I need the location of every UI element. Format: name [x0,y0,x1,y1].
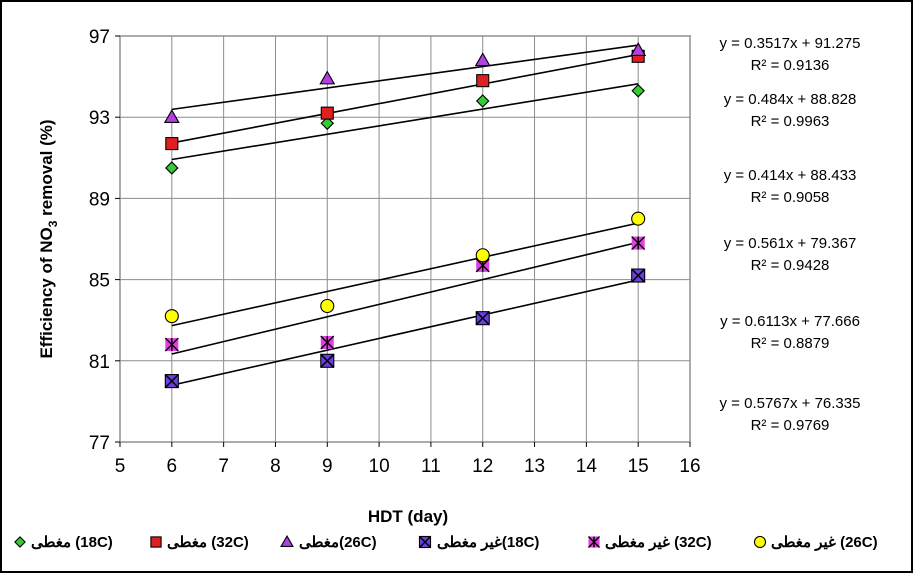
y-axis-ticks: 77 81 85 89 93 97 [89,27,120,454]
legend-item: غير مغطى(18C) [418,534,539,551]
trendlines [171,44,639,387]
marker-circle [320,298,335,314]
trendline [171,83,639,161]
legend-item: غير مغطى (26C) [753,534,878,551]
marker-square [165,137,179,151]
plot-area [119,35,691,443]
marker-x-square [164,374,179,389]
marker-square [150,536,162,548]
x-tick-label: 10 [369,456,390,477]
trendline [171,44,639,111]
marker-star-square [587,535,601,549]
legend-label: مغطى(26C) [299,534,377,551]
grid-lines [119,35,691,443]
trendline-r-squared: R² = 0.9769 [751,417,830,434]
legend-label: غير مغطى (26C) [771,534,878,551]
x-tick-label: 8 [270,456,281,477]
legend-item: مغطى (18C) [14,534,113,551]
trendline-equation: y = 0.6113x + 77.666 [720,313,860,330]
legend-item: غير مغطى (32C) [587,534,712,551]
y-tick-label: 93 [89,108,110,129]
trendline-r-squared: R² = 0.8879 [751,335,830,352]
marker-triangle [163,109,180,123]
x-tick-label: 14 [576,456,598,477]
marker-diamond [631,84,645,98]
y-tick-label: 77 [89,433,110,454]
marker-circle [164,309,179,324]
marker-diamond [475,94,490,108]
marker-star-square [320,335,335,350]
x-tick-label: 13 [524,456,545,477]
legend-label: مغطى (18C) [31,534,113,551]
x-tick-label: 16 [679,456,700,477]
trendline-equation: y = 0.3517x + 91.275 [720,35,861,52]
marker-diamond [320,116,335,131]
x-tick-label: 6 [167,456,178,477]
x-axis-label: HDT (day) [368,507,448,526]
legend-label: مغطى (32C) [167,534,249,551]
x-axis-ticks: 5 6 7 8 9 10 11 12 13 14 15 16 [115,442,701,477]
trendline [171,241,639,355]
x-tick-label: 15 [628,456,649,477]
marker-x-square [418,535,432,549]
marker-x-square [631,268,646,283]
y-tick-label: 97 [89,27,110,48]
marker-triangle [474,52,491,67]
trendline-equation: y = 0.5767x + 76.335 [720,395,861,412]
marker-triangle [280,534,294,548]
trendline-equation: y = 0.414x + 88.433 [724,167,857,184]
x-tick-label: 7 [218,456,229,477]
y-tick-label: 89 [89,189,110,210]
marker-x-square [475,311,490,326]
marker-triangle [319,70,336,85]
trendline-equations: y = 0.3517x + 91.275 R² = 0.9136 y = 0.484… [720,35,861,434]
legend-item: مغطى (32C) [150,534,249,551]
data-points [163,42,647,389]
marker-star-square [164,337,179,352]
x-tick-label: 9 [322,456,333,477]
marker-x-square [320,353,335,368]
y-tick-label: 81 [89,352,110,373]
marker-circle [753,535,767,549]
marker-circle [475,248,490,263]
x-tick-label: 11 [421,456,441,477]
legend-label: غير مغطى(18C) [437,534,539,551]
x-tick-label: 5 [115,456,126,477]
trendline-r-squared: R² = 0.9963 [751,113,830,130]
legend-label: غير مغطى (32C) [605,534,712,551]
legend-item: مغطى(26C) [280,534,377,551]
marker-diamond [14,536,26,548]
trendline [171,279,639,387]
legend: مغطى (18C) مغطى (32C) مغطى(26C) غير مغطى(18… [14,534,878,551]
marker-triangle [630,42,647,57]
marker-diamond [165,161,179,175]
trendline-equation: y = 0.561x + 79.367 [724,235,857,252]
trendline-r-squared: R² = 0.9058 [751,189,830,206]
trendline-equation: y = 0.484x + 88.828 [724,91,857,108]
x-tick-label: 12 [472,456,493,477]
y-tick-label: 85 [89,271,110,292]
y-axis-label: Efficiency of NO3 removal (%) [37,119,60,358]
marker-square [320,106,334,120]
marker-circle [631,211,646,226]
trendline [171,53,639,144]
marker-star-square [631,236,646,251]
trendline-r-squared: R² = 0.9428 [751,257,830,274]
trendline [171,222,639,327]
trendline-r-squared: R² = 0.9136 [751,57,830,74]
marker-square [476,74,490,88]
marker-star-square [475,258,490,273]
